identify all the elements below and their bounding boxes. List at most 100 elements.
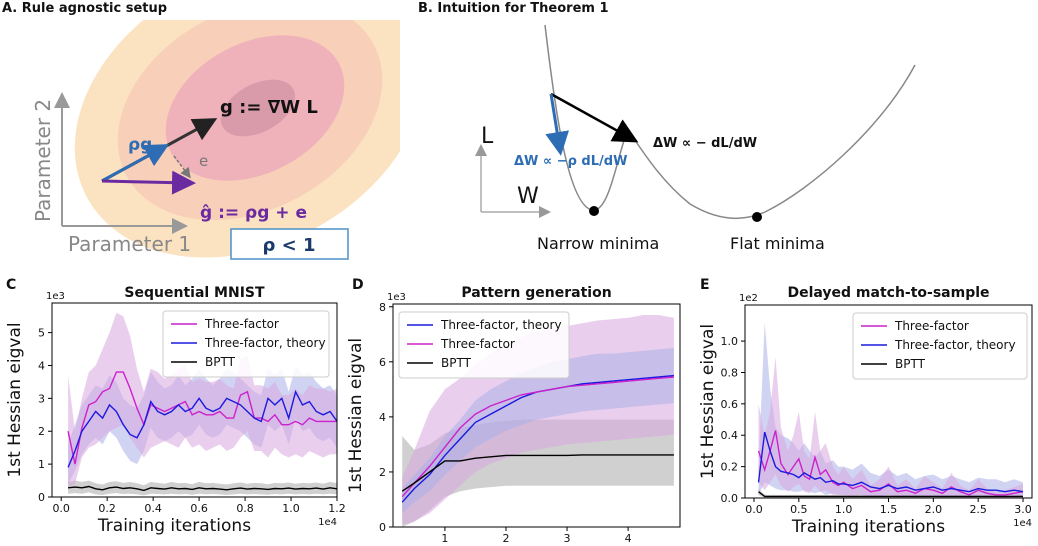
line-three-factor xyxy=(401,376,674,498)
line-bptt xyxy=(758,491,1023,498)
y-axis-label: 1st Hessian eigval xyxy=(5,322,25,477)
loss-landscape-curve xyxy=(544,24,916,220)
y-tick-label: 0.0 xyxy=(721,492,739,505)
rho-condition-text: ρ < 1 xyxy=(262,235,315,256)
narrow-minima-label: Narrow minima xyxy=(537,234,659,253)
panel-b-title: B. Intuition for Theorem 1 xyxy=(418,1,609,16)
legend-label: BPTT xyxy=(205,355,236,369)
x-tick-label: 2.0 xyxy=(925,503,943,516)
param2-label: Parameter 2 xyxy=(31,99,55,222)
rho-condition-box xyxy=(230,228,349,260)
panel-letter: C xyxy=(6,277,16,293)
y-tick-label: 5 xyxy=(38,327,45,340)
line-three-factor-theory xyxy=(757,431,1024,493)
loss-contours xyxy=(74,20,400,258)
y-tick-label: 3 xyxy=(38,392,45,405)
contour-core xyxy=(220,79,296,137)
legend-label: Three-factor xyxy=(894,319,969,333)
y-tick-label: 0.2 xyxy=(721,461,739,474)
band-three-factor xyxy=(68,312,337,488)
x-tick-label: 1.0 xyxy=(282,502,300,515)
y-axis-label: 1st Hessian eigval xyxy=(346,338,366,493)
x-tick-label: 0.2 xyxy=(98,502,116,515)
line-three-factor xyxy=(67,371,337,465)
legend-label: BPTT xyxy=(441,356,472,370)
narrow-minimum-dot xyxy=(589,206,599,216)
chart-title: Delayed match-to-sample xyxy=(787,285,989,301)
legend-label: Three-factor xyxy=(204,317,279,331)
chart-title: Pattern generation xyxy=(461,285,611,301)
x-tick-label: 4 xyxy=(625,532,632,545)
y-tick-label: 1.0 xyxy=(721,335,739,348)
legend-box xyxy=(852,312,1028,380)
ghat-vector xyxy=(101,170,196,195)
y-tick-label: 2 xyxy=(379,466,386,479)
chart-delayed-match-to-sample: E Delayed match-to-sample 0.0 0.5 1.0 1.5 2.0 2… xyxy=(698,277,1033,537)
y-tick-label: 0 xyxy=(38,491,45,504)
line-bptt xyxy=(68,485,337,492)
L-label: L xyxy=(481,124,494,149)
x-tick-label: 2 xyxy=(502,532,509,545)
legend-box xyxy=(398,311,570,379)
line-bptt xyxy=(401,454,674,492)
line-three-factor xyxy=(757,430,1024,496)
band-three-factor xyxy=(758,356,1023,498)
y-multiplier: 1e2 xyxy=(739,293,758,304)
legend-label: BPTT xyxy=(895,357,926,371)
x-axis-label: Training iterations xyxy=(791,517,945,537)
y-tick-label: 2 xyxy=(38,425,45,438)
legend-box xyxy=(162,310,330,378)
legend: Three-factor Three-factor, theory BPTT xyxy=(162,310,330,378)
full-update-label: ΔW ∝ − dL/dW xyxy=(653,136,757,151)
ghat-label: ĝ := ρg + e xyxy=(200,203,307,223)
x-tick-label: 0.6 xyxy=(190,502,208,515)
x-tick-label: 1 xyxy=(441,532,448,545)
legend-label: Three-factor xyxy=(440,337,515,351)
y-axis-label: 1st Hessian eigval xyxy=(698,324,718,479)
x-tick-label: 0.0 xyxy=(52,502,70,515)
panel-a: Parameter 1 Parameter 2 g := ∇W L ρg e ĝ… xyxy=(31,20,400,260)
x-tick-label: 1.0 xyxy=(835,503,853,516)
y-tick-label: 4 xyxy=(379,411,386,424)
y-multiplier: 1e3 xyxy=(387,292,406,303)
x-tick-label: 0.5 xyxy=(790,503,808,516)
plot-frame xyxy=(392,303,681,528)
flat-minimum-dot xyxy=(752,212,762,222)
plot-area xyxy=(401,315,674,527)
x-axis-label: Training iterations xyxy=(97,516,251,536)
y-tick-label: 0.4 xyxy=(721,429,739,442)
panel-letter: E xyxy=(700,277,710,293)
panel-letter: D xyxy=(352,277,364,293)
rho-gradient-vector xyxy=(101,144,170,183)
y-tick-label: 1 xyxy=(38,458,45,471)
y-tick-label: 0.8 xyxy=(721,366,739,379)
x-tick-label: 2.5 xyxy=(969,503,987,516)
plot-area xyxy=(67,312,337,496)
legend-label: Three-factor, theory xyxy=(440,318,562,332)
y-tick-label: 4 xyxy=(38,359,45,372)
full-update-arrow xyxy=(550,92,639,143)
panel-b: L W ΔW ∝ −ρ dL/dW ΔW ∝ − dL/dW Narrow mi… xyxy=(475,24,916,253)
x-tick-label: 0.8 xyxy=(236,502,254,515)
legend: Three-factor, theory Three-factor BPTT xyxy=(398,311,570,379)
scaled-update-arrow xyxy=(545,93,569,156)
panel-a-title: A. Rule agnostic setup xyxy=(2,1,168,16)
plot-area xyxy=(757,322,1024,498)
y-tick-label: 6 xyxy=(379,356,386,369)
flat-minima-label: Flat minima xyxy=(730,234,825,253)
y-tick-label: 0.6 xyxy=(721,398,739,411)
g-label: g := ∇W L xyxy=(220,97,318,118)
legend-label: Three-factor, theory xyxy=(894,338,1016,352)
x-multiplier: 1e4 xyxy=(1013,518,1032,529)
legend-label: Three-factor, theory xyxy=(204,336,326,350)
x-tick-label: 0.0 xyxy=(745,503,763,516)
rho-g-label: ρg xyxy=(128,135,152,155)
y-tick-label: 8 xyxy=(379,301,386,314)
e-label: e xyxy=(199,152,208,170)
band-three-factor-theory xyxy=(402,348,674,514)
x-tick-label: 3.0 xyxy=(1014,503,1032,516)
param1-label: Parameter 1 xyxy=(68,232,191,256)
scaled-update-label: ΔW ∝ −ρ dL/dW xyxy=(514,154,627,169)
chart-title: Sequential MNIST xyxy=(124,285,265,301)
